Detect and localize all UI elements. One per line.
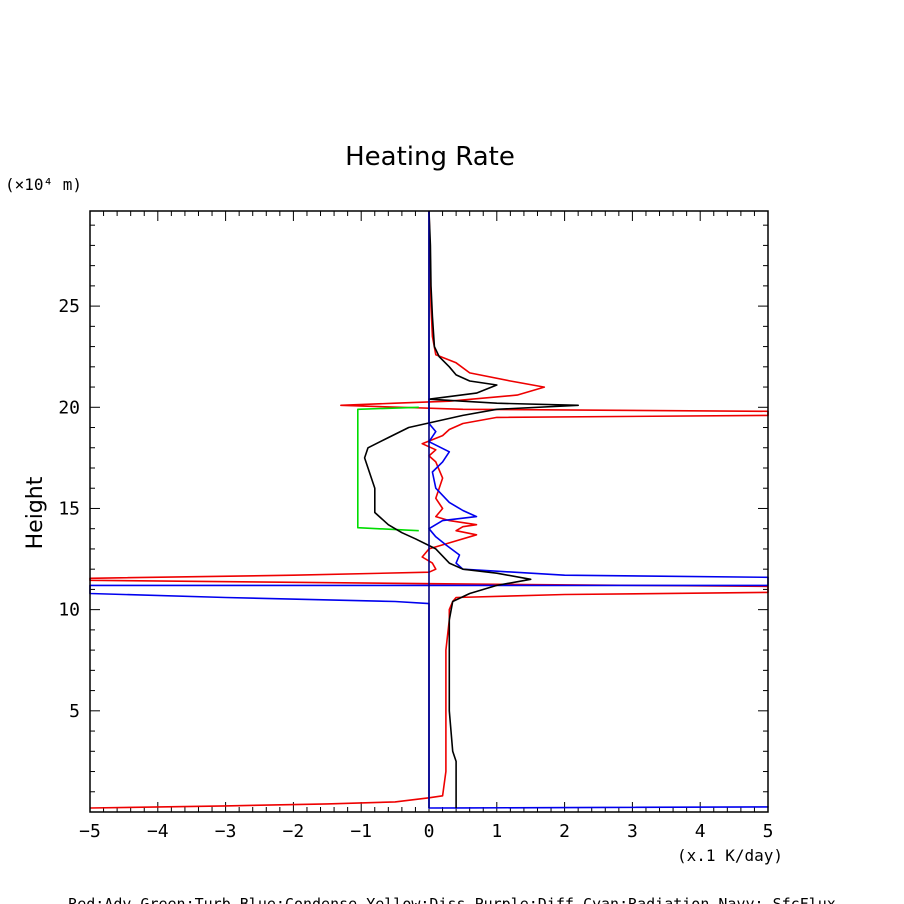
tick-labels: −5 −4 −3 −2 −1 0 1 2 3 4 5 5 10 15 20 25: [58, 296, 773, 842]
x-tick-label: −4: [147, 821, 169, 842]
y-tick-label: 5: [69, 701, 80, 722]
y-tick-label: 20: [58, 397, 80, 418]
x-tick-label: −5: [79, 821, 101, 842]
x-tick-label: 5: [763, 821, 774, 842]
data-series: [89, 210, 769, 809]
x-tick-label: 2: [559, 821, 570, 842]
legend-text: Red:Adv Green:Turb Blue:Condense Yellow:…: [68, 895, 836, 904]
y-axis-unit: (×10⁴ m): [5, 175, 82, 194]
series-total-line: [363, 210, 580, 808]
x-tick-label: 0: [424, 821, 435, 842]
x-tick-label: −3: [215, 821, 237, 842]
x-tick-label: −2: [283, 821, 305, 842]
series-condense-line: [89, 211, 769, 809]
y-tick-label: 10: [58, 600, 80, 621]
x-axis-unit: (x.1 K/day): [677, 846, 783, 865]
x-tick-label: 4: [695, 821, 706, 842]
y-tick-label: 15: [58, 498, 80, 519]
y-axis-label: Height: [23, 476, 48, 549]
y-tick-label: 25: [58, 296, 80, 317]
x-tick-label: 1: [491, 821, 502, 842]
chart-title: Heating Rate: [345, 142, 515, 172]
series-turb-line: [356, 406, 419, 532]
plot-frame: [89, 210, 769, 813]
x-tick-label: −1: [350, 821, 372, 842]
axis-ticks: [89, 211, 769, 812]
x-tick-label: 3: [627, 821, 638, 842]
